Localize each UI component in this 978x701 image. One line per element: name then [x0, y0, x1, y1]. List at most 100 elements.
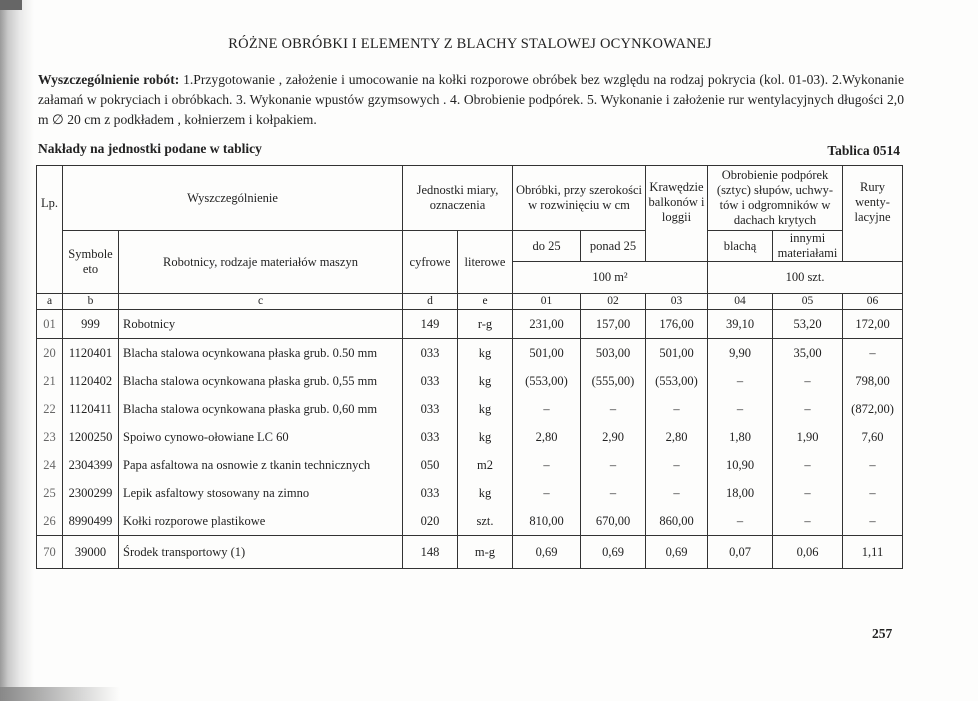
col-03: –	[645, 451, 708, 479]
row-lp: 25	[36, 479, 63, 507]
page-gutter-shadow	[0, 0, 34, 701]
col-01: –	[512, 479, 581, 507]
column-letter: 03	[645, 293, 708, 310]
col-02: 503,00	[580, 338, 646, 367]
col-03: –	[645, 395, 708, 423]
row-unit: szt.	[457, 507, 513, 536]
col-02: 0,69	[580, 535, 646, 569]
col-05: –	[771, 367, 844, 395]
row-unit-code: 020	[402, 507, 458, 536]
col-04: –	[707, 367, 773, 395]
row-lp: 01	[36, 309, 63, 339]
row-name: Środek transportowy (1)	[118, 535, 403, 569]
row-unit: kg	[457, 338, 513, 367]
table-number: Tablica 0514	[827, 143, 900, 158]
norms-table: Lp. Wyszczególnienie Jednostki miary, oz…	[36, 165, 904, 569]
col-05: 1,90	[771, 423, 844, 451]
col-04: 9,90	[707, 338, 773, 367]
col-01: –	[512, 395, 581, 423]
row-name: Blacha stalowa ocynkowana płaska grub. 0…	[118, 338, 403, 367]
col-01: –	[512, 451, 581, 479]
table-row: 26 8990499 Kołki rozporowe plastikowe 020 sz…	[36, 507, 904, 536]
row-unit: m-g	[457, 535, 513, 569]
row-name: Papa asfaltowa na osnowie z tkanin techn…	[118, 451, 403, 479]
col-03: 860,00	[645, 507, 708, 536]
header-innymi: innymi materiałami	[771, 230, 844, 262]
col-03: 501,00	[645, 338, 708, 367]
col-04: –	[707, 395, 773, 423]
col-02: 2,90	[580, 423, 646, 451]
row-symbol: 1120411	[62, 395, 119, 423]
row-lp: 22	[36, 395, 63, 423]
col-04: 18,00	[707, 479, 773, 507]
row-symbol: 1120402	[62, 367, 119, 395]
row-lp: 26	[36, 507, 63, 536]
col-05: 0,06	[771, 535, 844, 569]
col-01: 231,00	[512, 309, 581, 339]
row-lp: 23	[36, 423, 63, 451]
col-03: 0,69	[645, 535, 708, 569]
col-05: –	[771, 479, 844, 507]
table-row: 22 1120411 Blacha stalowa ocynkowana płask…	[36, 395, 904, 423]
col-06: 798,00	[842, 367, 904, 395]
table-row: 23 1200250 Spoiwo cynowo-ołowiane LC 60 033…	[36, 423, 904, 451]
header-symbole: Symbole eto	[62, 230, 119, 294]
header-do25: do 25	[512, 230, 581, 262]
column-letter: e	[457, 293, 513, 310]
row-lp: 70	[36, 535, 63, 569]
row-unit: r-g	[457, 309, 513, 339]
row-name: Robotnicy	[118, 309, 403, 339]
header-cyfrowe: cyfrowe	[402, 230, 458, 294]
col-02: –	[580, 451, 646, 479]
table-row: 21 1120402 Blacha stalowa ocynkowana płask…	[36, 367, 904, 395]
col-03: –	[645, 479, 708, 507]
column-letter: 06	[842, 293, 904, 310]
col-01: 0,69	[512, 535, 581, 569]
col-02: (555,00)	[580, 367, 646, 395]
col-05: –	[771, 395, 844, 423]
col-05: –	[771, 451, 844, 479]
header-krawedzie: Krawędzie balkonów i loggii	[645, 165, 708, 262]
row-symbol: 999	[62, 309, 119, 339]
col-01: 501,00	[512, 338, 581, 367]
col-04: 39,10	[707, 309, 773, 339]
header-lp: Lp.	[36, 165, 63, 294]
row-lp: 20	[36, 338, 63, 367]
row-symbol: 2304399	[62, 451, 119, 479]
header-rury: Rury wenty-lacyjne	[842, 165, 904, 262]
header-literowe: literowe	[457, 230, 513, 294]
column-letters-row: a b c d e 01 02 03 04 05 06	[36, 293, 904, 310]
row-unit: m2	[457, 451, 513, 479]
header-blacha: blachą	[707, 230, 773, 262]
col-06: (872,00)	[842, 395, 904, 423]
row-unit-code: 148	[402, 535, 458, 569]
col-03: 2,80	[645, 423, 708, 451]
header-ponad25: ponad 25	[580, 230, 646, 262]
row-name: Lepik asfaltowy stosowany na zimno	[118, 479, 403, 507]
row-unit-code: 033	[402, 423, 458, 451]
row-unit-code: 033	[402, 395, 458, 423]
header-jednostki: Jednostki miary, oznaczenia	[402, 165, 513, 231]
col-06: –	[842, 338, 904, 367]
row-symbol: 39000	[62, 535, 119, 569]
row-unit-code: 033	[402, 367, 458, 395]
scan-bottom-shadow	[0, 687, 120, 701]
row-symbol: 2300299	[62, 479, 119, 507]
col-05: 53,20	[771, 309, 844, 339]
col-01: 2,80	[512, 423, 581, 451]
column-letter: b	[62, 293, 119, 310]
col-04: 1,80	[707, 423, 773, 451]
header-robotnicy: Robotnicy, rodzaje materiałów maszyn	[118, 230, 403, 294]
scan-corner	[0, 0, 22, 10]
page-title: RÓŻNE OBRÓBKI I ELEMENTY Z BLACHY STALOW…	[228, 36, 712, 52]
col-06: 172,00	[842, 309, 904, 339]
row-symbol: 1200250	[62, 423, 119, 451]
col-01: 810,00	[512, 507, 581, 536]
table-row: 01 999 Robotnicy 149 r-g 231,00 157,00 176,00 39…	[36, 309, 904, 339]
col-06: –	[842, 507, 904, 536]
col-06: 7,60	[842, 423, 904, 451]
column-letter: 01	[512, 293, 581, 310]
row-name: Blacha stalowa ocynkowana płaska grub. 0…	[118, 395, 403, 423]
col-05: 35,00	[771, 338, 844, 367]
header-wyszczegolnienie: Wyszczególnienie	[62, 165, 403, 231]
